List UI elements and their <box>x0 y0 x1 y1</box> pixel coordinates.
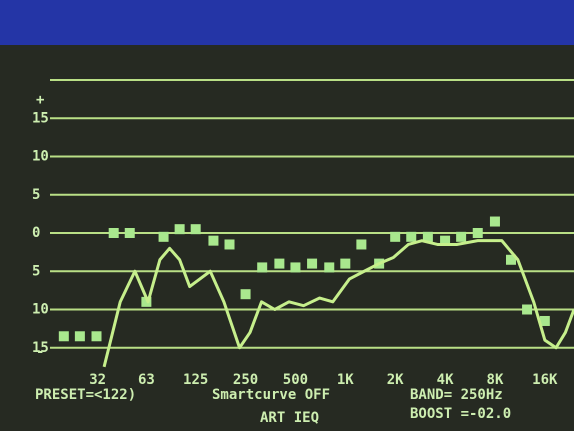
band-marker <box>506 254 517 265</box>
band-marker <box>422 231 433 242</box>
band-marker <box>124 228 135 238</box>
y-end-label: + <box>36 92 44 108</box>
curve <box>102 239 574 368</box>
x-tick-label: 8K <box>487 372 504 388</box>
band-marker <box>539 315 550 326</box>
x-tick-label: 4K <box>437 372 454 388</box>
band-marker <box>390 231 401 242</box>
x-tick-label: 63 <box>138 372 155 388</box>
band-marker <box>224 239 235 250</box>
preset: PRESET=<122) <box>35 387 136 403</box>
y-tick-label: 0 <box>32 225 40 241</box>
y-tick-label: 5 <box>32 263 40 279</box>
x-tick-label: 125 <box>183 372 208 388</box>
smartcurve: Smartcurve OFF <box>212 387 330 403</box>
y-tick-label: 5 <box>32 187 40 203</box>
band-marker <box>307 258 318 269</box>
band-marker <box>158 231 169 242</box>
title-bar <box>0 0 574 45</box>
band-marker <box>174 224 185 235</box>
band-marker <box>324 262 335 273</box>
band-marker <box>91 331 102 342</box>
band-marker <box>74 331 85 342</box>
band-marker <box>456 231 467 242</box>
band-marker <box>290 262 301 273</box>
y-end-label: - <box>36 344 44 360</box>
band-marker <box>406 231 417 242</box>
y-tick-label: 10 <box>32 302 49 318</box>
band-marker <box>58 331 69 342</box>
band-marker <box>257 262 268 273</box>
x-tick-label: 1K <box>337 372 354 388</box>
y-tick-label: 15 <box>32 110 49 126</box>
band-marker <box>108 228 119 238</box>
band: BAND= 250Hz <box>410 387 503 403</box>
y-tick-label: 10 <box>32 149 49 165</box>
band-marker <box>340 258 351 269</box>
band-marker <box>356 239 367 250</box>
band-marker <box>190 224 201 235</box>
mode: ART IEQ <box>260 410 319 426</box>
band-marker <box>522 304 533 315</box>
band-marker <box>274 258 285 269</box>
x-tick-label: 16K <box>532 372 558 388</box>
band-marker <box>208 235 219 246</box>
band-marker <box>489 216 500 227</box>
x-tick-label: 32 <box>89 372 106 388</box>
y-tick-label: 15 <box>32 340 49 356</box>
x-tick-label: 500 <box>283 372 308 388</box>
x-tick-label: 250 <box>233 372 258 388</box>
band-marker <box>141 296 152 307</box>
band-marker <box>240 289 251 300</box>
band-marker <box>472 228 483 238</box>
band-marker <box>440 235 451 246</box>
boost: BOOST =-02.0 <box>410 406 511 422</box>
x-tick-label: 2K <box>387 372 404 388</box>
